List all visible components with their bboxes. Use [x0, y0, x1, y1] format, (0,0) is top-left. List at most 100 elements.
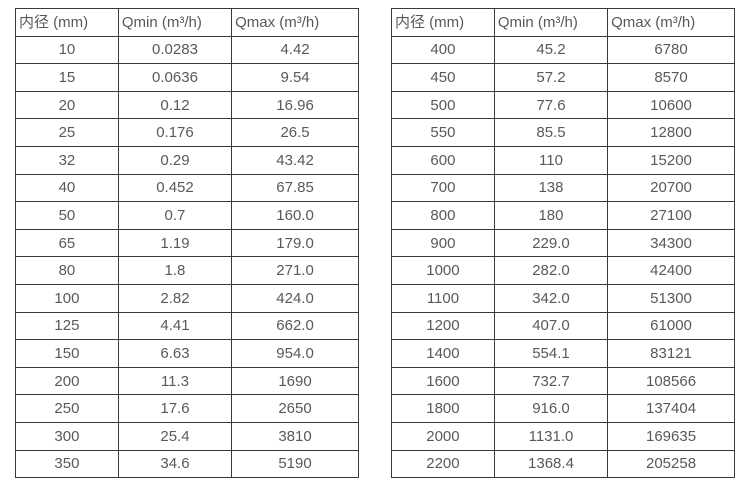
cell: 342.0 [493, 283, 609, 313]
cell: 1690 [231, 366, 359, 396]
cell: 2650 [231, 394, 359, 423]
cell: 205258 [607, 449, 735, 479]
cell: 43.42 [231, 145, 359, 175]
cell: 407.0 [493, 311, 609, 341]
cell: 169635 [607, 421, 735, 451]
cell: 500 [391, 90, 495, 120]
header-row: 内径 (mm) Qmin (m³/h) Qmax (m³/h) [391, 8, 735, 37]
cell: 3810 [231, 421, 359, 451]
table-row: 800 180 27100 [391, 201, 735, 230]
cell: 32 [15, 145, 119, 175]
cell: 250 [15, 394, 119, 423]
column-header: 内径 (mm) [15, 8, 119, 37]
cell: 0.0283 [117, 35, 233, 65]
cell: 550 [391, 118, 495, 147]
cell: 2200 [391, 449, 495, 479]
cell: 110 [493, 145, 609, 175]
cell: 1.8 [117, 256, 233, 285]
table-row: 1000 282.0 42400 [391, 256, 735, 285]
cell: 6.63 [117, 339, 233, 368]
cell: 954.0 [231, 339, 359, 368]
cell: 800 [391, 201, 495, 230]
cell: 200 [15, 366, 119, 396]
cell: 50 [15, 201, 119, 230]
cell: 125 [15, 311, 119, 341]
cell: 34.6 [117, 449, 233, 479]
table-row: 65 1.19 179.0 [15, 228, 359, 258]
cell: 85.5 [493, 118, 609, 147]
table-row: 1400 554.1 83121 [391, 339, 735, 368]
cell: 8570 [607, 63, 735, 92]
cell: 137404 [607, 394, 735, 423]
cell: 51300 [607, 283, 735, 313]
table-row: 900 229.0 34300 [391, 228, 735, 258]
cell: 700 [391, 173, 495, 203]
cell: 600 [391, 145, 495, 175]
cell: 17.6 [117, 394, 233, 423]
table-row: 1100 342.0 51300 [391, 283, 735, 313]
cell: 1600 [391, 366, 495, 396]
cell: 45.2 [493, 35, 609, 65]
flow-table-large-diameters: 内径 (mm) Qmin (m³/h) Qmax (m³/h) 400 45.2 678… [391, 8, 735, 479]
table-row: 550 85.5 12800 [391, 118, 735, 147]
cell: 1200 [391, 311, 495, 341]
table-row: 25 0.176 26.5 [15, 118, 359, 147]
table-row: 450 57.2 8570 [391, 63, 735, 92]
table-row: 32 0.29 43.42 [15, 145, 359, 175]
cell: 61000 [607, 311, 735, 341]
table-row: 1800 916.0 137404 [391, 394, 735, 423]
table-row: 1200 407.0 61000 [391, 311, 735, 341]
cell: 0.452 [117, 173, 233, 203]
cell: 1800 [391, 394, 495, 423]
cell: 424.0 [231, 283, 359, 313]
table-row: 2200 1368.4 205258 [391, 449, 735, 479]
table-row: 600 110 15200 [391, 145, 735, 175]
cell: 20 [15, 90, 119, 120]
table-row: 150 6.63 954.0 [15, 339, 359, 368]
cell: 400 [391, 35, 495, 65]
cell: 20700 [607, 173, 735, 203]
cell: 916.0 [493, 394, 609, 423]
cell: 732.7 [493, 366, 609, 396]
cell: 229.0 [493, 228, 609, 258]
cell: 83121 [607, 339, 735, 368]
cell: 12800 [607, 118, 735, 147]
cell: 26.5 [231, 118, 359, 147]
cell: 282.0 [493, 256, 609, 285]
column-header: Qmin (m³/h) [117, 8, 233, 37]
cell: 0.29 [117, 145, 233, 175]
column-header: Qmax (m³/h) [231, 8, 359, 37]
cell: 662.0 [231, 311, 359, 341]
table-row: 100 2.82 424.0 [15, 283, 359, 313]
cell: 77.6 [493, 90, 609, 120]
cell: 2.82 [117, 283, 233, 313]
table-row: 500 77.6 10600 [391, 90, 735, 120]
cell: 11.3 [117, 366, 233, 396]
cell: 10600 [607, 90, 735, 120]
cell: 16.96 [231, 90, 359, 120]
table-row: 200 11.3 1690 [15, 366, 359, 396]
cell: 65 [15, 228, 119, 258]
cell: 10 [15, 35, 119, 65]
table-row: 15 0.0636 9.54 [15, 63, 359, 92]
cell: 1400 [391, 339, 495, 368]
cell: 1100 [391, 283, 495, 313]
table-row: 20 0.12 16.96 [15, 90, 359, 120]
cell: 57.2 [493, 63, 609, 92]
cell: 271.0 [231, 256, 359, 285]
cell: 150 [15, 339, 119, 368]
cell: 9.54 [231, 63, 359, 92]
cell: 4.42 [231, 35, 359, 65]
table-row: 80 1.8 271.0 [15, 256, 359, 285]
cell: 138 [493, 173, 609, 203]
cell: 0.0636 [117, 63, 233, 92]
column-header: 内径 (mm) [391, 8, 495, 37]
cell: 300 [15, 421, 119, 451]
table-row: 300 25.4 3810 [15, 421, 359, 451]
cell: 100 [15, 283, 119, 313]
table-row: 400 45.2 6780 [391, 35, 735, 65]
cell: 2000 [391, 421, 495, 451]
cell: 554.1 [493, 339, 609, 368]
cell: 34300 [607, 228, 735, 258]
